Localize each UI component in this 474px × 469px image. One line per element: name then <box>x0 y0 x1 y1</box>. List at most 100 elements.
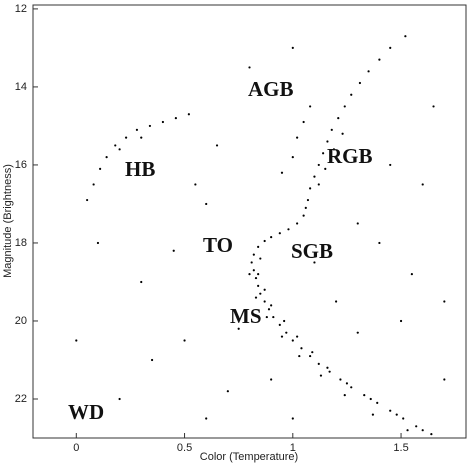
star-point <box>254 296 258 299</box>
star-point <box>328 370 331 373</box>
star-point <box>150 358 154 362</box>
star-point <box>399 319 403 323</box>
star-point <box>389 409 392 412</box>
star-point <box>257 245 260 248</box>
star-point <box>118 148 121 151</box>
star-point <box>322 152 325 155</box>
star-point <box>395 413 398 416</box>
star-point <box>75 339 78 342</box>
star-point <box>252 253 255 256</box>
star-point <box>432 105 435 108</box>
star-point <box>265 315 268 319</box>
star-point <box>371 413 375 416</box>
star-point <box>263 300 266 303</box>
star-point <box>278 323 281 326</box>
star-point <box>296 335 299 338</box>
star-point <box>343 105 346 108</box>
star-point <box>367 70 370 73</box>
star-point <box>140 136 143 139</box>
region-label: AGB <box>248 77 294 101</box>
star-point <box>135 128 139 131</box>
star-point <box>309 105 312 108</box>
star-point <box>309 354 312 358</box>
star-point <box>296 136 299 139</box>
star-point <box>389 46 392 50</box>
y-tick-label: 18 <box>15 237 27 249</box>
star-point <box>172 249 175 252</box>
star-point <box>317 362 320 365</box>
star-point <box>248 66 251 69</box>
star-point <box>263 288 266 291</box>
star-point <box>319 374 323 377</box>
star-point <box>267 308 271 311</box>
x-tick-label: 1 <box>290 442 296 454</box>
star-point <box>187 113 190 116</box>
star-point <box>205 417 208 420</box>
star-point <box>291 339 294 342</box>
star-point <box>376 401 379 404</box>
star-point <box>304 206 307 209</box>
star-point <box>317 163 320 167</box>
region-label: HB <box>125 157 155 181</box>
star-point <box>250 261 253 264</box>
star-point <box>443 300 446 303</box>
plot-frame <box>32 4 467 439</box>
y-axis-label: Magnitude (Brightness) <box>2 164 14 278</box>
star-point <box>270 304 273 307</box>
star-point <box>283 319 286 323</box>
star-point <box>183 339 186 342</box>
star-point <box>280 171 284 174</box>
star-point <box>326 140 329 143</box>
star-point <box>194 183 197 186</box>
star-point <box>410 273 413 276</box>
star-point <box>326 366 329 369</box>
star-point <box>302 120 305 124</box>
star-point <box>313 261 316 264</box>
star-point <box>341 132 344 135</box>
star-point <box>270 236 273 239</box>
region-label: TO <box>203 233 233 257</box>
star-point <box>350 386 353 389</box>
star-point <box>259 292 262 295</box>
x-tick-label: 1.5 <box>393 442 408 454</box>
star-point <box>415 425 418 428</box>
star-point <box>311 351 314 354</box>
star-point <box>287 228 290 231</box>
star-point <box>421 429 424 432</box>
star-point <box>92 183 95 186</box>
star-point <box>278 232 281 235</box>
y-tick-label: 22 <box>15 393 27 405</box>
star-point <box>86 198 89 202</box>
star-point <box>335 300 338 303</box>
region-label: RGB <box>327 144 373 168</box>
star-point <box>205 202 208 206</box>
star-point <box>378 241 381 245</box>
star-point <box>272 315 275 319</box>
star-point <box>350 93 353 96</box>
star-point <box>148 124 152 128</box>
star-point <box>332 148 336 151</box>
star-point <box>291 46 294 50</box>
star-point <box>237 327 240 330</box>
star-point <box>300 347 303 350</box>
x-tick-label: 0.5 <box>177 442 192 454</box>
star-point <box>330 128 333 131</box>
star-point <box>124 136 128 139</box>
star-point <box>296 222 299 225</box>
star-point <box>406 429 409 432</box>
star-point <box>114 144 117 147</box>
star-point <box>263 239 266 243</box>
star-point <box>298 354 301 358</box>
star-point <box>378 58 381 61</box>
star-point <box>215 144 219 147</box>
star-point <box>254 276 258 280</box>
star-point <box>358 81 362 85</box>
star-point <box>421 183 424 186</box>
star-point <box>369 397 372 401</box>
star-point <box>309 187 312 190</box>
x-axis-label: Color (Temperature) <box>200 451 298 463</box>
star-point <box>313 175 316 178</box>
star-point <box>248 273 251 276</box>
star-point <box>257 273 260 276</box>
